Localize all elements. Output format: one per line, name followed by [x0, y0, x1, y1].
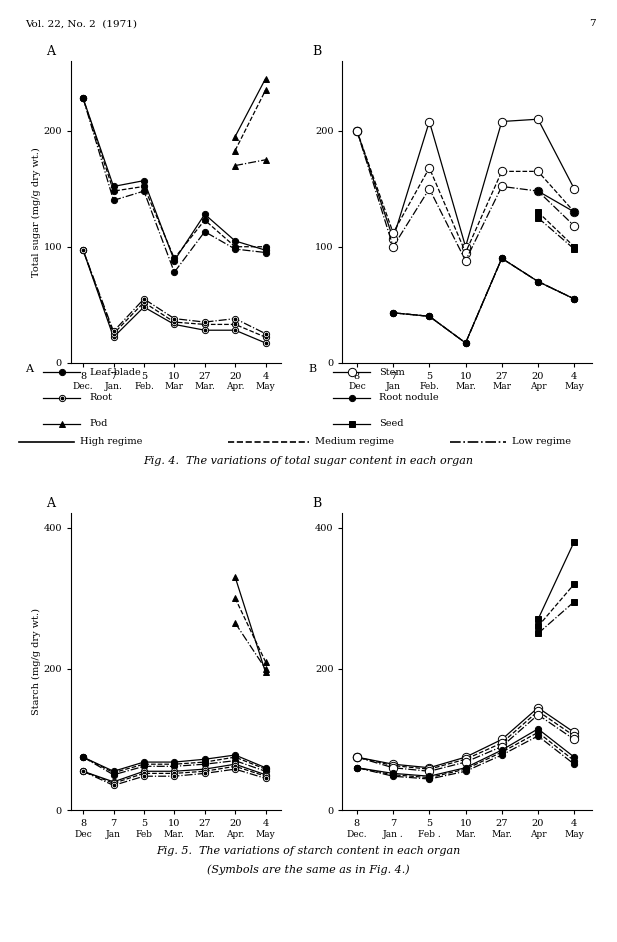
- Text: Jan: Jan: [386, 382, 400, 391]
- Text: Stem: Stem: [379, 368, 405, 377]
- Text: May: May: [255, 830, 275, 838]
- Text: Root: Root: [89, 394, 112, 402]
- Text: Low regime: Low regime: [512, 437, 571, 447]
- Text: May: May: [565, 382, 584, 391]
- Text: B: B: [312, 497, 321, 511]
- Text: (Symbols are the same as in Fig. 4.): (Symbols are the same as in Fig. 4.): [207, 865, 410, 875]
- Text: Mar.: Mar.: [164, 830, 184, 838]
- Text: Seed: Seed: [379, 419, 404, 428]
- Text: Mar.: Mar.: [455, 830, 476, 838]
- Text: Mar: Mar: [492, 382, 511, 391]
- Text: Vol. 22, No. 2  (1971): Vol. 22, No. 2 (1971): [25, 20, 137, 28]
- Text: Feb: Feb: [135, 830, 152, 838]
- Text: High regime: High regime: [80, 437, 143, 447]
- Text: Apr.: Apr.: [226, 830, 244, 838]
- Text: Feb.: Feb.: [134, 382, 154, 391]
- Text: B: B: [308, 365, 317, 374]
- Text: Feb .: Feb .: [418, 830, 441, 838]
- Text: Jan .: Jan .: [383, 830, 404, 838]
- Text: Mar.: Mar.: [194, 382, 215, 391]
- Text: B: B: [312, 45, 321, 58]
- Text: Feb.: Feb.: [420, 382, 439, 391]
- Text: Dec.: Dec.: [73, 382, 93, 391]
- Text: A: A: [25, 365, 33, 374]
- Text: Apr.: Apr.: [226, 382, 244, 391]
- Text: Jan.: Jan.: [105, 382, 122, 391]
- Text: 7: 7: [589, 20, 595, 28]
- Text: Medium regime: Medium regime: [315, 437, 394, 447]
- Text: Dec.: Dec.: [347, 830, 367, 838]
- Text: Pod: Pod: [89, 419, 108, 428]
- Text: Dec: Dec: [74, 830, 92, 838]
- Text: Apr: Apr: [529, 830, 546, 838]
- Text: Mar: Mar: [165, 382, 184, 391]
- Text: Root nodule: Root nodule: [379, 394, 439, 402]
- Text: Mar.: Mar.: [491, 830, 512, 838]
- Text: Mar.: Mar.: [455, 382, 476, 391]
- Text: Fig. 4.  The variations of total sugar content in each organ: Fig. 4. The variations of total sugar co…: [144, 457, 473, 466]
- Text: Jan: Jan: [106, 830, 121, 838]
- Text: Fig. 5.  The variations of starch content in each organ: Fig. 5. The variations of starch content…: [156, 847, 461, 856]
- Text: A: A: [46, 497, 55, 511]
- Y-axis label: Total sugar (mg/g dry wt.): Total sugar (mg/g dry wt.): [31, 147, 41, 277]
- Text: A: A: [46, 45, 55, 58]
- Text: May: May: [565, 830, 584, 838]
- Text: May: May: [255, 382, 275, 391]
- Text: Dec: Dec: [348, 382, 366, 391]
- Text: Leaf-blade: Leaf-blade: [89, 368, 141, 377]
- Text: Apr: Apr: [529, 382, 546, 391]
- Y-axis label: Starch (mg/g dry wt.): Starch (mg/g dry wt.): [31, 609, 41, 715]
- Text: Mar.: Mar.: [194, 830, 215, 838]
